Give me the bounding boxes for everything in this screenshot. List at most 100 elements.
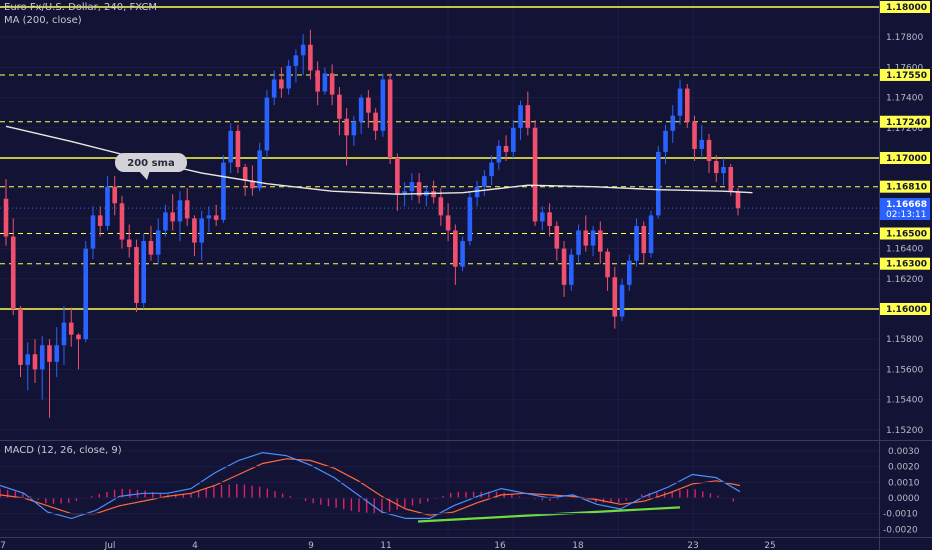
candle-body <box>692 121 697 149</box>
candle-body <box>206 215 212 219</box>
candle-body <box>228 130 233 163</box>
time-axis-label: 18 <box>572 541 584 550</box>
macd-axis-label: -0.0020 <box>883 525 918 535</box>
candle-body <box>279 79 284 89</box>
candle-body <box>242 167 248 181</box>
candle-body <box>10 236 16 309</box>
candle-body <box>177 200 183 222</box>
candle-body <box>264 97 270 151</box>
macd-legend[interactable]: MACD (12, 26, close, 9) <box>4 445 122 456</box>
macd-axis-label: 0.0030 <box>888 447 920 457</box>
candle-countdown: 02:13:11 <box>886 210 926 220</box>
price-axis-label: 1.17200 <box>886 124 923 134</box>
candle-body <box>293 55 299 66</box>
time-axis-label: 4 <box>192 541 198 550</box>
price-axis-label: 1.15400 <box>886 396 923 406</box>
candle-body <box>54 345 60 362</box>
price-axis-label: 1.15800 <box>886 335 923 345</box>
candle-body <box>445 215 451 231</box>
candle-body <box>112 186 118 204</box>
candle-body <box>199 218 204 243</box>
candle-body <box>648 215 654 254</box>
candle-body <box>322 73 328 92</box>
candle-body <box>337 94 342 119</box>
candle-body <box>141 241 147 303</box>
price-axis-label: 1.15200 <box>886 426 923 436</box>
candle-body <box>286 65 291 89</box>
candle-body <box>619 284 625 317</box>
candle-body <box>3 198 9 237</box>
candle-body <box>670 115 676 131</box>
sma-callout-box <box>115 153 187 172</box>
candle-body <box>47 345 52 362</box>
price-level-badge <box>880 180 930 193</box>
candle-body <box>90 215 96 249</box>
time-axis-label: 9 <box>308 541 314 550</box>
candle-body <box>68 322 74 335</box>
candle-body <box>634 225 639 261</box>
candle-body <box>329 73 335 95</box>
price-level-label: 1.17550 <box>886 71 927 81</box>
price-level-badge <box>880 303 930 315</box>
time-axis-label: 11 <box>380 541 391 550</box>
candle-body <box>25 354 31 365</box>
price-level-badge <box>880 68 930 81</box>
candle-body <box>148 241 154 255</box>
candle-body <box>271 79 277 98</box>
candle-body <box>540 212 545 222</box>
candle-body <box>387 79 393 158</box>
price-level-badge <box>880 152 930 164</box>
price-level-badge <box>880 227 930 240</box>
price-axis-label: 1.17600 <box>886 63 923 73</box>
candle-body <box>221 162 226 220</box>
candle-body <box>235 130 241 168</box>
candle-body <box>626 260 632 285</box>
ma-legend[interactable]: MA (200, close) <box>4 15 82 26</box>
candle-body <box>663 130 668 152</box>
candle-body <box>641 225 647 254</box>
candle-body <box>308 44 313 71</box>
candle-body <box>409 182 415 192</box>
candle-body <box>605 251 610 278</box>
sma-callout: 200 sma <box>115 153 187 180</box>
price-level-label: 1.17240 <box>886 118 927 128</box>
candle-body <box>699 139 705 149</box>
candle-body <box>373 112 378 131</box>
candle-body <box>315 70 320 92</box>
macd-axis-label: -0.0010 <box>883 510 918 520</box>
candle-body <box>395 158 400 195</box>
candle-body <box>583 230 589 246</box>
sma-callout-label: 200 sma <box>127 158 174 169</box>
price-axis[interactable]: 1.17800 1.17600 1.17400 1.17200 1.16400 1.162… <box>880 1 930 436</box>
candle-body <box>163 212 168 231</box>
candle-body <box>18 309 23 365</box>
macd-line <box>0 451 741 520</box>
time-axis-label: Jul <box>104 541 116 550</box>
candle-body <box>83 248 89 340</box>
candle-body <box>402 191 407 195</box>
candle-body <box>32 354 38 370</box>
macd-divergence-trendline[interactable] <box>417 506 681 523</box>
candle-body <box>503 145 509 152</box>
symbol-legend[interactable]: Euro Fx/U.S. Dollar, 240, FXCM <box>4 2 157 13</box>
candle-body <box>366 97 371 113</box>
macd-axis-label: 0.0010 <box>888 478 920 488</box>
macd-signal-line <box>0 458 741 516</box>
candle-body <box>554 225 560 249</box>
price-axis-label: 1.16400 <box>886 245 923 255</box>
candle-body <box>344 118 349 136</box>
price-level-label: 1.16500 <box>886 230 927 240</box>
candle-body <box>576 230 581 255</box>
candle-body <box>735 191 741 209</box>
macd-axis[interactable]: 0.0030 0.0020 0.0010 0.0000 -0.0010 -0.0020 <box>0 447 920 535</box>
candle-body <box>192 218 197 243</box>
candle-body <box>119 203 125 240</box>
candle-body <box>453 230 458 267</box>
price-level-label: 1.16810 <box>886 183 927 193</box>
time-axis-label: 23 <box>687 541 698 550</box>
time-axis-label: 25 <box>764 541 775 550</box>
time-axis[interactable]: 7 Jul 4 9 11 16 18 23 25 <box>0 541 776 550</box>
candle-body <box>467 197 473 242</box>
